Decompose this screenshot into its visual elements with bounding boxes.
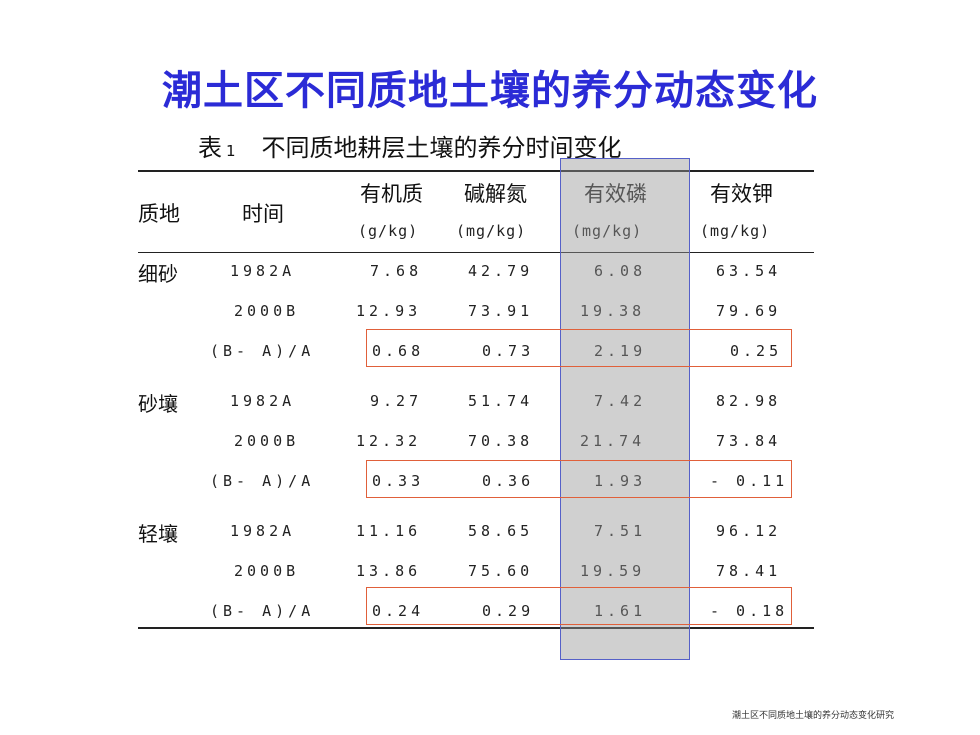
phosphorus-cell: 6.08 (594, 262, 647, 280)
caption-prefix: 表 (198, 134, 222, 162)
potassium-cell: 79.69 (716, 302, 782, 320)
header-organic: 有机质 (360, 182, 423, 206)
potassium-cell: - 0.18 (710, 602, 789, 620)
organic-cell: 12.93 (356, 302, 422, 320)
potassium-cell: 73.84 (716, 432, 782, 450)
nitrogen-cell: 0.36 (482, 472, 535, 490)
bottom-rule (138, 627, 814, 629)
paper-thumbnail: 潮土区不同质地土壤的养分动态变化研究 (680, 668, 950, 734)
phosphorus-cell: 19.38 (580, 302, 646, 320)
nitrogen-cell: 75.60 (468, 562, 534, 580)
potassium-cell: 0.25 (730, 342, 783, 360)
header-nitrogen: 碱解氮 (464, 182, 527, 206)
unit-organic: (g/kg) (358, 222, 419, 240)
organic-cell: 7.68 (370, 262, 423, 280)
time-cell: 1982A (230, 522, 296, 540)
ratio-label: (B- A)/A (210, 342, 315, 360)
ratio-highlight-box (366, 329, 792, 367)
time-cell: 1982A (230, 262, 296, 280)
top-rule (138, 170, 814, 172)
phosphorus-cell: 7.42 (594, 392, 647, 410)
nitrogen-cell: 42.79 (468, 262, 534, 280)
nitrogen-cell: 0.73 (482, 342, 535, 360)
organic-cell: 9.27 (370, 392, 423, 410)
unit-phosphorus: (mg/kg) (572, 222, 643, 240)
potassium-cell: 63.54 (716, 262, 782, 280)
phosphorus-cell: 1.61 (594, 602, 647, 620)
phosphorus-cell: 2.19 (594, 342, 647, 360)
potassium-cell: 82.98 (716, 392, 782, 410)
phosphorus-cell: 7.51 (594, 522, 647, 540)
phosphorus-cell: 21.74 (580, 432, 646, 450)
nitrogen-cell: 58.65 (468, 522, 534, 540)
paper-thumbnail-title: 潮土区不同质地土壤的养分动态变化研究 (732, 711, 895, 721)
nutrient-table: 表 1 不同质地耕层土壤的养分时间变化 质地 时间 有机质 碱解氮 有效磷 有效钾 … (138, 128, 814, 638)
nitrogen-cell: 73.91 (468, 302, 534, 320)
ratio-label: (B- A)/A (210, 472, 315, 490)
caption-text: 不同质地耕层土壤的养分时间变化 (261, 134, 622, 162)
cropped-text-line (190, 630, 810, 642)
potassium-cell: - 0.11 (710, 472, 789, 490)
nitrogen-cell: 70.38 (468, 432, 534, 450)
unit-nitrogen: (mg/kg) (456, 222, 527, 240)
ratio-highlight-box (366, 460, 792, 498)
potassium-cell: 96.12 (716, 522, 782, 540)
time-cell: 2000B (234, 562, 300, 580)
ratio-highlight-box (366, 587, 792, 625)
header-rule (138, 252, 814, 253)
organic-cell: 0.33 (372, 472, 425, 490)
organic-cell: 0.68 (372, 342, 425, 360)
table-caption: 表 1 不同质地耕层土壤的养分时间变化 (198, 128, 622, 163)
header-phosphorus: 有效磷 (584, 182, 647, 206)
phosphorus-highlight (560, 158, 690, 660)
time-cell: 1982A (230, 392, 296, 410)
time-cell: 2000B (234, 302, 300, 320)
time-cell: 2000B (234, 432, 300, 450)
potassium-cell: 78.41 (716, 562, 782, 580)
unit-potassium: (mg/kg) (700, 222, 771, 240)
ratio-label: (B- A)/A (210, 602, 315, 620)
texture-label: 细砂 (138, 262, 178, 286)
organic-cell: 12.32 (356, 432, 422, 450)
slide-title: 潮土区不同质地土壤的养分动态变化 (162, 68, 818, 114)
texture-label: 轻壤 (138, 522, 178, 546)
organic-cell: 0.24 (372, 602, 425, 620)
texture-label: 砂壤 (138, 392, 178, 416)
header-texture: 质地 (138, 202, 180, 226)
phosphorus-cell: 1.93 (594, 472, 647, 490)
phosphorus-cell: 19.59 (580, 562, 646, 580)
organic-cell: 11.16 (356, 522, 422, 540)
header-potassium: 有效钾 (710, 182, 773, 206)
nitrogen-cell: 51.74 (468, 392, 534, 410)
organic-cell: 13.86 (356, 562, 422, 580)
nitrogen-cell: 0.29 (482, 602, 535, 620)
caption-number: 1 (226, 142, 236, 160)
header-time: 时间 (242, 202, 284, 226)
